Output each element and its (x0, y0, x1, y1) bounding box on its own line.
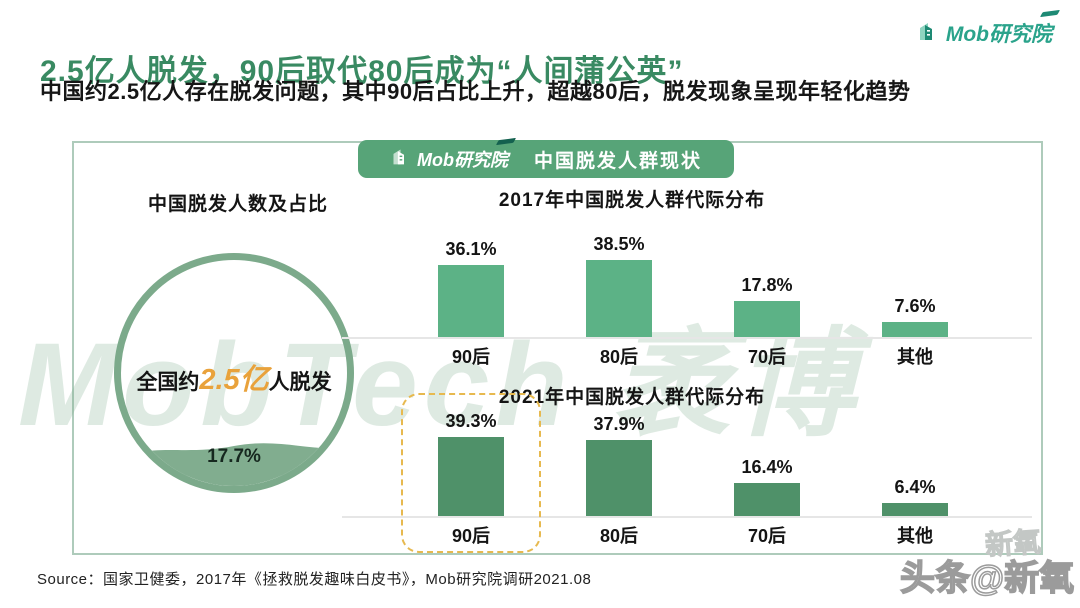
wave-fill (121, 443, 347, 486)
bar-value-label: 36.1% (445, 238, 497, 259)
bar-value-label: 37.9% (593, 414, 645, 435)
page-title: 2.5亿人脱发，90后取代80后成为“人间蒲公英” (40, 55, 684, 89)
mob-logo-text: Mob研究院 (946, 9, 1061, 48)
source-note: Source：国家卫健委，2017年《拯救脱发趣味白皮书》，Mob研究院调研20… (37, 571, 592, 588)
bar (734, 483, 800, 516)
mob-logo-badge: Mob研究院 (390, 137, 517, 172)
bar-chart-2017: 2017年中国脱发人群代际分布 36.1% 38.5% 17.8% 7.6% 90后 80… (342, 141, 1032, 555)
circle-percentage: 17.7% (207, 446, 261, 467)
page-subtitle: 中国约2.5亿人存在脱发问题，其中90后占比上升，超越80后，脱发现象呈现年轻化… (40, 79, 911, 104)
building-icon (390, 146, 411, 172)
bar-chart-2021: 2021年中国脱发人群代际分布 39.3% 37.9% 16.4% 6.4% 90后 80… (342, 141, 1032, 555)
bar-value-label: 6.4% (894, 477, 936, 498)
bar-column: 17.8% (693, 225, 841, 337)
badge-title: 中国脱发人群现状 (533, 150, 702, 172)
bar-column: 16.4% (693, 402, 841, 516)
chart-baseline (342, 337, 1032, 339)
chart-baseline (342, 516, 1032, 518)
bar (586, 260, 652, 337)
bar-category-label: 70后 (747, 526, 787, 546)
main-card-content: Mob研究院 中国脱发人群现状 中国脱发人数及占比 全国约2.5亿人脱发 17.… (72, 137, 1043, 555)
card-header-badge: Mob研究院 中国脱发人群现状 (358, 137, 734, 178)
bar-category-label: 其他 (897, 347, 933, 367)
bar (438, 437, 504, 516)
building-icon (916, 19, 940, 48)
bar-column: 6.4% (841, 402, 989, 516)
bar-column: 36.1% (397, 225, 545, 337)
bar (586, 440, 652, 516)
bar-category-label: 80后 (599, 347, 639, 367)
bar-column: 37.9% (545, 402, 693, 516)
left-panel-heading: 中国脱发人数及占比 (147, 194, 328, 215)
bar-value-label: 16.4% (741, 457, 793, 478)
bar-value-label: 17.8% (741, 275, 793, 296)
highlight-dashed-box (401, 393, 541, 553)
mob-logo-text: Mob研究院 (417, 137, 517, 172)
total-highlight: 2.5亿 (199, 364, 269, 396)
chart-title-2021: 2021年中国脱发人群代际分布 (498, 387, 766, 408)
bar-value-label: 39.3% (445, 411, 497, 432)
graduation-cap-icon (1039, 9, 1061, 18)
bar (882, 503, 948, 516)
bar-column: 7.6% (841, 225, 989, 337)
chart-title-2017: 2017年中国脱发人群代际分布 (498, 190, 766, 211)
bar-category-label: 70后 (747, 347, 787, 367)
bar (734, 301, 800, 337)
bar-value-label: 38.5% (593, 234, 645, 254)
mob-logo: Mob研究院 (916, 9, 1061, 48)
bar-column: 38.5% (545, 225, 693, 337)
bar-category-label: 90后 (451, 526, 491, 546)
bar-category-label: 90后 (451, 347, 491, 367)
bar-value-label: 7.6% (894, 295, 936, 316)
bar-column: 39.3% (397, 402, 545, 516)
bar-category-label: 其他 (897, 526, 933, 546)
toutiao-xinyang-watermark: 头条@新氧 (899, 558, 1075, 599)
circle-total-text: 全国约2.5亿人脱发 (136, 364, 332, 396)
bar (438, 264, 504, 337)
total-circle-chart: 全国约2.5亿人脱发 17.7% (114, 253, 354, 493)
bar-category-label: 80后 (599, 526, 639, 546)
bar (882, 321, 948, 337)
